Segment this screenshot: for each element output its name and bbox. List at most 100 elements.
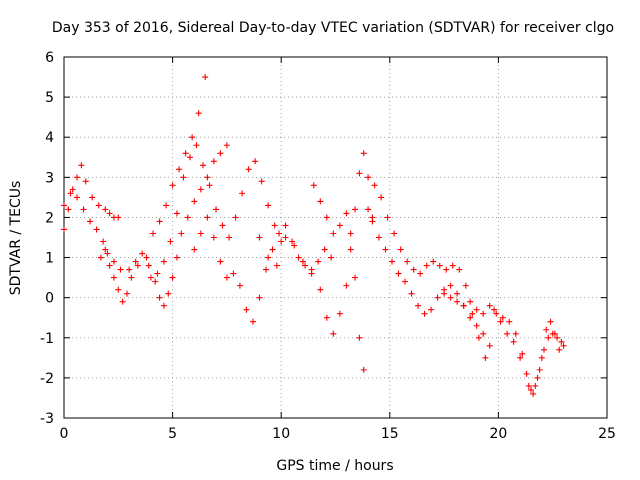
data-point — [117, 266, 124, 273]
data-point — [388, 258, 395, 265]
data-point — [273, 262, 280, 269]
data-point — [239, 190, 246, 197]
data-point — [475, 334, 482, 341]
data-point — [410, 266, 417, 273]
data-point — [336, 310, 343, 317]
data-point — [184, 214, 191, 221]
data-point — [191, 198, 198, 205]
data-point — [462, 282, 469, 289]
y-tick-label: 6 — [45, 50, 54, 66]
data-point — [95, 202, 102, 209]
data-point — [323, 214, 330, 221]
x-tick-label: 25 — [598, 426, 616, 442]
data-point — [61, 202, 67, 209]
data-point — [200, 162, 207, 169]
data-point — [67, 190, 74, 197]
data-point — [360, 150, 367, 157]
data-point — [486, 342, 493, 349]
series-satellite-track-8 — [365, 182, 489, 361]
data-point — [195, 110, 202, 117]
data-point — [110, 258, 117, 265]
y-tick-labels: -3 -2 -1 0 1 2 3 4 5 6 — [40, 50, 54, 427]
data-point — [197, 230, 204, 237]
data-point — [423, 262, 430, 269]
data-point — [126, 266, 133, 273]
data-point — [343, 210, 350, 217]
x-tick-label: 15 — [381, 426, 399, 442]
data-point — [82, 178, 89, 185]
data-point — [139, 250, 146, 257]
data-point — [347, 230, 354, 237]
data-point — [491, 306, 498, 313]
data-point — [315, 258, 322, 265]
data-point — [265, 254, 272, 261]
y-tick-label: 2 — [45, 210, 54, 226]
data-point — [428, 306, 435, 313]
data-point — [156, 218, 163, 225]
data-point — [378, 194, 385, 201]
data-point — [97, 254, 104, 261]
data-point — [186, 154, 193, 161]
data-point — [150, 230, 157, 237]
data-point — [369, 218, 376, 225]
data-point — [69, 186, 76, 193]
series-satellite-track-5 — [191, 214, 335, 325]
y-tick-label: -3 — [40, 411, 54, 427]
data-point — [467, 298, 474, 305]
data-point — [223, 142, 230, 149]
data-point — [365, 174, 372, 181]
data-point — [534, 374, 541, 381]
data-point — [560, 342, 567, 349]
data-point — [391, 230, 398, 237]
data-point — [360, 366, 367, 373]
data-point — [310, 182, 317, 189]
axis-ticks — [63, 56, 608, 419]
data-point — [480, 310, 487, 317]
data-point — [493, 310, 500, 317]
data-point — [276, 230, 283, 237]
x-tick-label: 0 — [60, 426, 69, 442]
data-point — [115, 286, 122, 293]
data-point — [371, 182, 378, 189]
data-point — [447, 294, 454, 301]
data-point — [356, 170, 363, 177]
data-point — [169, 182, 176, 189]
data-point — [152, 278, 159, 285]
data-point — [408, 290, 415, 297]
data-point — [178, 230, 185, 237]
data-point — [499, 314, 506, 321]
data-point — [510, 338, 517, 345]
data-point — [545, 334, 552, 341]
data-point — [282, 234, 289, 241]
y-tick-label: 0 — [45, 291, 54, 307]
data-point — [213, 206, 220, 213]
series-satellite-track-10 — [441, 290, 567, 397]
data-point — [530, 390, 537, 397]
data-point — [204, 174, 211, 181]
data-point — [256, 294, 263, 301]
data-point — [110, 274, 117, 281]
data-point — [243, 306, 250, 313]
series-satellite-track-4 — [147, 142, 285, 281]
y-tick-label: -2 — [40, 371, 54, 387]
data-point — [100, 238, 107, 245]
data-point — [232, 214, 239, 221]
data-point — [204, 214, 211, 221]
data-point — [74, 194, 81, 201]
data-point — [226, 234, 233, 241]
grid-lines — [64, 57, 607, 418]
data-point — [217, 150, 224, 157]
data-point — [449, 262, 456, 269]
chart-title: Day 353 of 2016, Sidereal Day-to-day VTE… — [52, 20, 614, 36]
data-point — [147, 274, 154, 281]
data-point — [556, 346, 563, 353]
data-point — [167, 238, 174, 245]
data-point — [249, 318, 256, 325]
data-point — [547, 318, 554, 325]
y-axis-label: SDTVAR / TECUs — [8, 181, 24, 296]
data-point — [236, 282, 243, 289]
data-point — [106, 210, 113, 217]
series-satellite-track-7 — [310, 182, 367, 373]
data-points — [61, 74, 567, 397]
data-point — [532, 382, 539, 389]
